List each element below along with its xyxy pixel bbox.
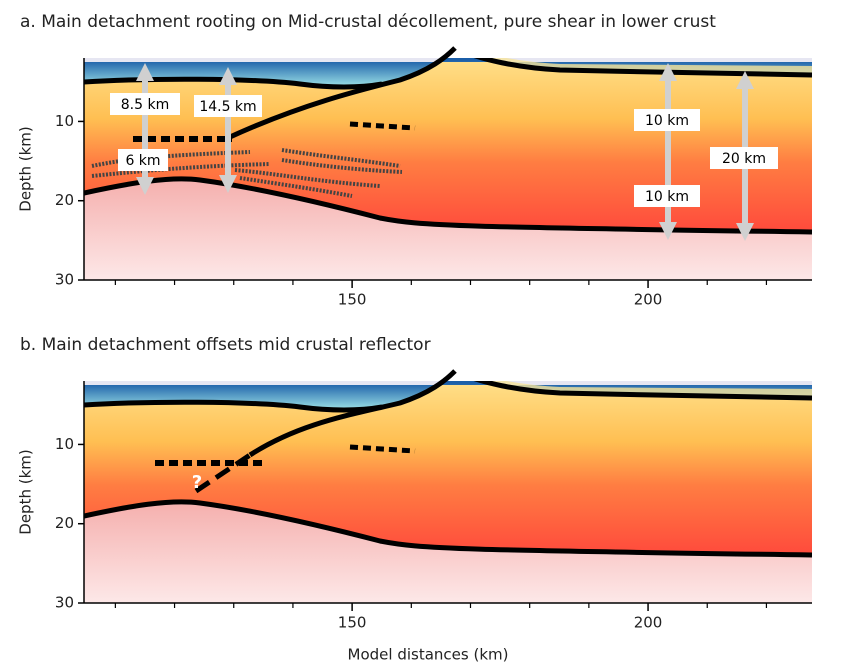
y-tick-label: 20 [55,191,74,209]
cross-section [84,46,812,280]
panel-title: a. Main detachment rooting on Mid-crusta… [20,12,716,32]
annotation: 14.5 km [199,99,256,115]
x-axis-label: Model distances (km) [348,646,509,664]
x-tick-label: 200 [634,291,663,309]
y-axis-label: Depth (km) [17,449,35,534]
y-tick-label: 10 [55,112,74,130]
annotation-box [118,149,168,171]
x-tick-label: 150 [338,291,367,309]
annotation: 20 km [722,151,766,167]
annotation-box [634,109,700,131]
y-axis-label: Depth (km) [17,126,35,211]
detachment [228,46,457,140]
annotation-box [194,95,262,117]
panel-b: b. Main detachment offsets mid crustal r… [17,335,813,632]
detachment [248,369,457,458]
panel-a: a. Main detachment rooting on Mid-crusta… [17,12,813,309]
x-tick-label: 150 [338,614,367,632]
y-tick-label: 30 [55,271,74,289]
y-tick-label: 10 [55,435,74,453]
x-tick-label: 200 [634,614,663,632]
annotation: 10 km [645,113,689,129]
annotation: 10 km [645,189,689,205]
annotation-box [110,93,180,115]
annotation: 8.5 km [121,97,169,113]
y-tick-label: 20 [55,514,74,532]
annotation: ? [192,472,202,493]
annotation-box [710,147,778,169]
panel-title: b. Main detachment offsets mid crustal r… [20,335,431,355]
y-tick-label: 30 [55,594,74,612]
annotation-box [634,185,700,207]
annotation: 6 km [125,153,160,169]
